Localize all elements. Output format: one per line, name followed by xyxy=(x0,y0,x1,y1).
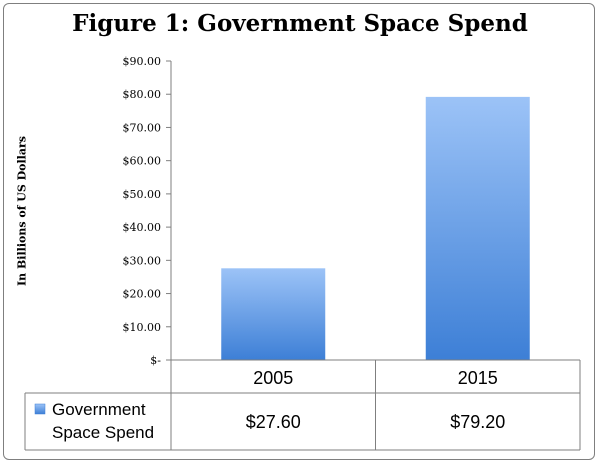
x-category-label: 2015 xyxy=(458,368,498,388)
bars xyxy=(221,96,530,360)
data-table-value: $79.20 xyxy=(450,412,505,432)
y-tick-label: $90.00 xyxy=(123,55,162,68)
y-tick-label: $10.00 xyxy=(123,321,162,334)
axes: $- $10.00 $20.00 $30.00 $40.00 $50.00 $60.00 $7… xyxy=(123,55,172,367)
chart-title: Figure 1: Government Space Spend xyxy=(72,10,528,37)
y-tick-label: $20.00 xyxy=(123,288,162,301)
x-category-label: 2005 xyxy=(253,368,293,388)
y-tick-label: $60.00 xyxy=(123,155,162,168)
legend-swatch xyxy=(34,403,46,415)
y-tick-label: $30.00 xyxy=(123,254,162,267)
legend-label-line: Government xyxy=(52,400,146,419)
y-tick-label: $- xyxy=(150,354,161,367)
legend-label-line: Space Spend xyxy=(52,423,154,442)
chart-frame xyxy=(3,3,595,460)
data-table: 2005 $27.60 2015 $79.20 Government Space Spen… xyxy=(24,359,581,451)
y-tick-label: $50.00 xyxy=(123,188,162,201)
bar xyxy=(425,96,530,360)
data-table-value: $27.60 xyxy=(246,412,301,432)
y-tick-label: $80.00 xyxy=(123,88,162,101)
y-tick-label: $70.00 xyxy=(123,121,162,134)
y-tick-label: $40.00 xyxy=(123,221,162,234)
bar xyxy=(221,268,326,360)
